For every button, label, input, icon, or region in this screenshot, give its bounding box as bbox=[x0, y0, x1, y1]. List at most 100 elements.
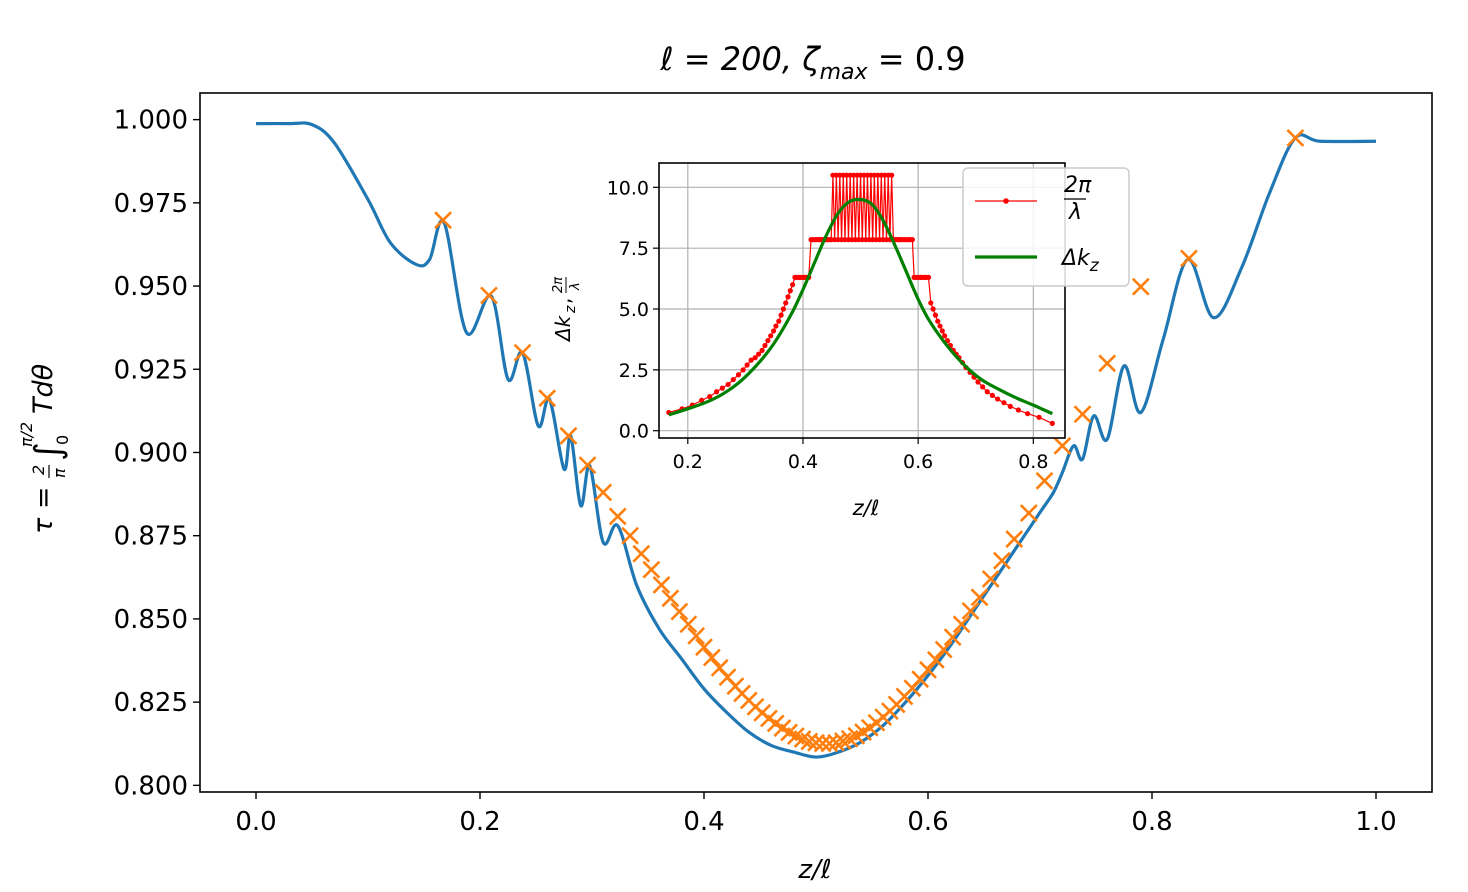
main-chart-title: ℓ = 200, ζmax = 0.9 bbox=[659, 40, 965, 85]
legend-delta-kz-label: Δkz bbox=[1060, 246, 1100, 276]
inset-plot-area bbox=[666, 172, 1055, 426]
main-x-tick-label: 0.6 bbox=[907, 807, 948, 837]
legend-wavenumber-den: λ bbox=[1068, 200, 1082, 225]
wavenumber-dot bbox=[984, 389, 990, 395]
wavenumber-dot bbox=[787, 288, 793, 294]
peak-marker bbox=[827, 733, 846, 752]
peak-marker bbox=[934, 640, 953, 659]
wavenumber-dot bbox=[730, 376, 736, 383]
wavenumber-dot bbox=[889, 172, 895, 178]
main-peak-markers bbox=[434, 129, 1305, 753]
peak-marker bbox=[594, 483, 613, 502]
wavenumber-dot bbox=[925, 274, 932, 280]
main-y-tick-label: 0.850 bbox=[114, 605, 188, 635]
peak-marker bbox=[632, 544, 651, 563]
main-y-tick-label: 0.975 bbox=[114, 189, 188, 219]
inset-x-axis-label: z/ℓ bbox=[852, 496, 880, 520]
inset-legend: 2π λ Δkz bbox=[962, 167, 1130, 287]
wavenumber-dot bbox=[1001, 400, 1007, 406]
peak-marker bbox=[1019, 504, 1038, 522]
wavenumber-dot bbox=[944, 338, 951, 344]
main-tau-curve bbox=[255, 121, 1377, 759]
inset-x-tick-label: 0.6 bbox=[903, 451, 933, 473]
main-x-axis: 0.0 0.2 0.4 0.6 0.8 1.0 bbox=[235, 792, 1397, 837]
peak-marker bbox=[807, 733, 825, 752]
ylabel-frac-num: 2 bbox=[29, 465, 48, 475]
inset-x-tick-label: 0.4 bbox=[788, 451, 818, 473]
main-y-tick-label: 0.800 bbox=[114, 771, 188, 801]
wavenumber-dot bbox=[756, 351, 762, 357]
peak-marker bbox=[652, 576, 671, 594]
legend-wavenumber-dot bbox=[1003, 198, 1009, 204]
wavenumber-dot bbox=[773, 323, 779, 329]
main-x-tick-label: 0.4 bbox=[683, 807, 724, 837]
peak-marker bbox=[670, 602, 689, 621]
wavenumber-dot bbox=[765, 338, 771, 344]
legend-wavenumber-num: 2π bbox=[1064, 173, 1092, 198]
wavenumber-dot bbox=[939, 328, 945, 334]
wavenumber-dot bbox=[752, 355, 758, 361]
peak-marker bbox=[679, 615, 698, 634]
peak-marker bbox=[961, 602, 980, 620]
main-plot-area bbox=[255, 121, 1377, 759]
legend-box bbox=[962, 167, 1130, 287]
ylabel-frac-den: π bbox=[50, 468, 69, 478]
wavenumber-dot bbox=[719, 385, 725, 391]
wavenumber-dot bbox=[1007, 403, 1013, 409]
inset-ylabel-main: Δk bbox=[551, 314, 575, 343]
peak-marker bbox=[952, 615, 971, 634]
peak-marker bbox=[1098, 354, 1117, 373]
wavenumber-dot bbox=[928, 300, 934, 306]
peak-marker bbox=[661, 589, 680, 608]
peak-marker bbox=[926, 650, 945, 669]
wavenumber-dot bbox=[699, 397, 705, 403]
wavenumber-dot bbox=[744, 362, 750, 368]
wavenumber-dot bbox=[932, 312, 939, 318]
wavenumber-dot bbox=[995, 396, 1001, 402]
peak-marker bbox=[1131, 277, 1150, 296]
inset-y-tick-label: 0.0 bbox=[619, 421, 649, 443]
peak-marker bbox=[695, 638, 713, 657]
inset-ylabel-sub: z bbox=[563, 305, 579, 314]
ylabel-integral: ∫ bbox=[28, 442, 69, 461]
peak-marker bbox=[970, 588, 989, 607]
main-y-tick-label: 0.925 bbox=[114, 355, 188, 385]
wavenumber-dot bbox=[790, 282, 796, 288]
main-y-axis: 0.800 0.825 0.850 0.875 0.900 0.925 0.950 0.975… bbox=[114, 106, 200, 801]
wavenumber-dot bbox=[935, 318, 941, 324]
peak-marker bbox=[1035, 471, 1054, 490]
wavenumber-dot bbox=[707, 394, 713, 400]
peak-marker bbox=[621, 526, 639, 545]
wavenumber-dot bbox=[909, 237, 915, 243]
inset-chart: 0.2 0.4 0.6 0.8 0.0 2.5 5.0 7.5 10.0 z/ℓ Δk z ,… bbox=[551, 162, 1130, 520]
peak-marker bbox=[919, 660, 937, 679]
inset-delta-kz-curve bbox=[668, 197, 1053, 417]
main-x-tick-label: 1.0 bbox=[1355, 807, 1396, 837]
inset-ylabel-sep: , bbox=[551, 298, 575, 304]
main-y-axis-label: τ = 2 π ∫ 0 π/2 Tdθ bbox=[17, 364, 72, 534]
wavenumber-dot bbox=[1036, 414, 1042, 420]
peak-marker bbox=[702, 648, 721, 667]
peak-marker bbox=[608, 507, 627, 526]
wavenumber-dot bbox=[975, 379, 981, 385]
wavenumber-dot bbox=[785, 294, 791, 300]
wavenumber-dot bbox=[771, 328, 777, 334]
peak-marker bbox=[513, 343, 532, 362]
main-y-tick-label: 0.875 bbox=[114, 522, 188, 552]
ylabel-upper-limit: π/2 bbox=[17, 422, 36, 447]
wavenumber-dot bbox=[768, 333, 774, 339]
wavenumber-dot bbox=[762, 342, 768, 349]
wavenumber-dot bbox=[780, 306, 786, 312]
peak-marker bbox=[813, 734, 832, 753]
peak-marker bbox=[981, 570, 1000, 588]
inset-y-axis: 0.0 2.5 5.0 7.5 10.0 bbox=[607, 177, 659, 443]
wavenumber-dot bbox=[1024, 411, 1031, 417]
wavenumber-dot bbox=[1049, 420, 1055, 426]
main-y-tick-label: 0.825 bbox=[114, 688, 188, 718]
wavenumber-dot bbox=[783, 300, 789, 306]
wavenumber-dot bbox=[778, 312, 784, 318]
ylabel-lower-limit: 0 bbox=[53, 435, 72, 445]
peak-marker bbox=[434, 211, 452, 230]
